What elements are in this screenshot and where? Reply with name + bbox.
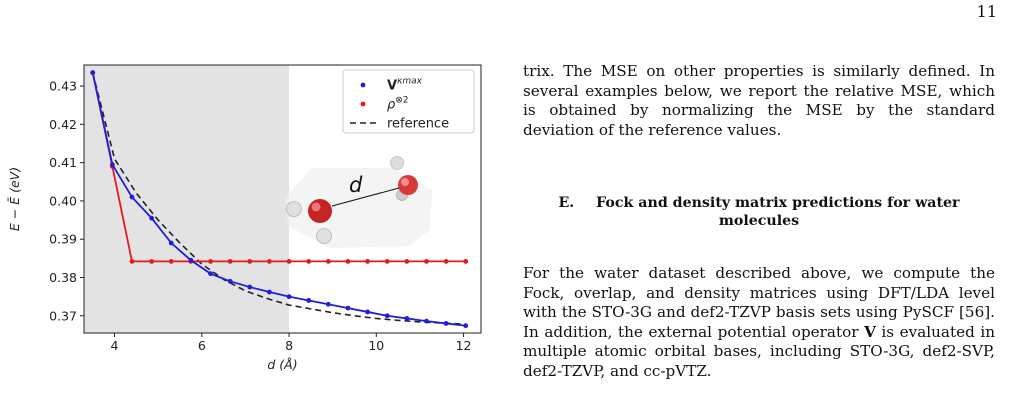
section-heading: E. Fock and density matrix predictions f… [523, 194, 995, 230]
rho-series-point [384, 259, 390, 264]
water-molecule-illustration: d [285, 156, 432, 248]
v-kappa-series-point [149, 215, 155, 221]
rho-series-point [443, 259, 449, 264]
legend-v-marker [360, 82, 366, 88]
v-kappa-series-point [267, 289, 272, 295]
v-kappa-series-point [325, 301, 331, 307]
training-region-shade [84, 65, 290, 333]
rho-series-point [247, 259, 253, 264]
v-kappa-series-point [129, 194, 135, 200]
potential-operator-symbol: V [864, 322, 876, 341]
energy-vs-distance-figure: 4 6 8 10 12 0.37 0.38 0.39 0.40 0.41 0.42 0.43 d (Å)… [7, 64, 482, 372]
v-kappa-series-point [90, 70, 96, 76]
rho-series-point [149, 259, 155, 264]
v-kappa-series-point [365, 309, 370, 315]
v-kappa-series-point [109, 162, 115, 167]
x-axis-label: d (Å) [267, 357, 297, 372]
v-kappa-series-point [188, 257, 194, 263]
y-axis-label: E − Ē (eV) [7, 167, 22, 231]
body-paragraph-2: For the water dataset described above, w… [523, 264, 995, 381]
rho-series-point [325, 259, 331, 264]
reference-series-line [91, 72, 466, 325]
v-kappa-series-point [404, 316, 410, 321]
rho-series-point [345, 259, 351, 264]
v-kappa-series-point [208, 271, 213, 277]
section-label: E. [558, 195, 575, 211]
x-tick-label: 8 [285, 338, 293, 353]
rho-series-point [424, 259, 429, 264]
legend: Vκmax ρ⊗2 reference [342, 69, 475, 134]
rho-series-point [129, 259, 135, 264]
v-kappa-series-point [345, 305, 351, 311]
v-kappa-series-point [306, 298, 312, 303]
legend-entry-v: Vκmax [387, 77, 423, 94]
plot-frame [83, 64, 482, 334]
legend-entry-rho: ρ⊗2 [387, 96, 409, 113]
y-tick-label: 0.39 [49, 232, 77, 247]
rho-series-point [404, 259, 410, 264]
rho-series-point [227, 259, 233, 264]
x-tick-label: 4 [111, 338, 119, 353]
para2-text-b: is evaluated in multiple atomic orbital … [523, 322, 996, 380]
y-tick-label: 0.43 [49, 79, 77, 94]
legend-box [342, 69, 475, 134]
v-kappa-series-point [443, 321, 449, 326]
rho-series-line [91, 72, 466, 263]
x-tick-label: 12 [456, 338, 472, 353]
rho-series-point [286, 259, 292, 264]
rho-series-point [208, 259, 213, 264]
section-title: Fock and density matrix predictions for … [596, 195, 960, 229]
v-kappa-series-point [247, 284, 253, 290]
para2-text-a: For the water dataset described above, w… [523, 264, 995, 341]
page-number: 11 [976, 2, 997, 21]
y-tick-label: 0.37 [49, 308, 77, 323]
rho-series-point [306, 259, 312, 264]
rho-series-point [365, 259, 370, 264]
y-tick-label: 0.42 [49, 117, 77, 132]
rho-series-point [168, 259, 174, 264]
distance-label: d [349, 173, 363, 197]
body-paragraph-1: trix. The MSE on other properties is sim… [523, 62, 995, 139]
v-kappa-series-line [91, 72, 466, 327]
y-tick-label: 0.41 [49, 155, 77, 170]
v-kappa-series-point [384, 313, 390, 319]
v-kappa-series-point [168, 240, 174, 246]
legend-entry-reference: reference [387, 117, 449, 132]
x-tick-label: 10 [368, 338, 384, 353]
legend-rho-marker [360, 101, 366, 107]
x-tick-label: 6 [198, 338, 206, 353]
rho-series-point [267, 259, 272, 264]
v-kappa-series-point [424, 318, 429, 324]
v-kappa-series-point [227, 278, 233, 284]
v-kappa-series-point [286, 294, 292, 300]
rho-series-point [463, 259, 469, 264]
y-tick-label: 0.40 [49, 193, 77, 208]
v-kappa-series-point [463, 323, 469, 329]
y-tick-label: 0.38 [49, 270, 77, 285]
